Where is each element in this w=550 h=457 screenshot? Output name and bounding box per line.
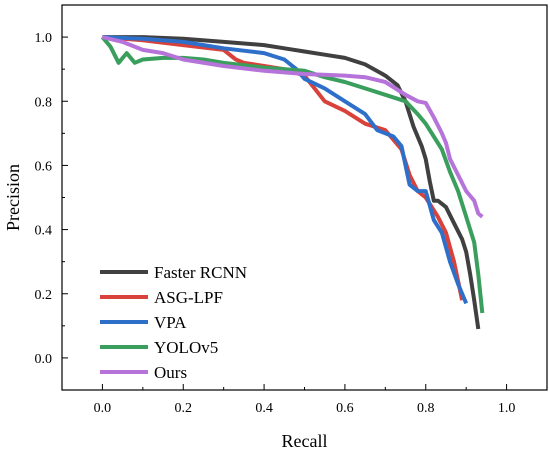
y-axis-title: Precision xyxy=(3,164,23,231)
x-tick-label: 0.0 xyxy=(94,401,112,416)
series-line-yolov5 xyxy=(100,35,485,314)
series-line-vpa xyxy=(102,35,469,305)
legend-label-yolov5: YOLOv5 xyxy=(154,338,218,357)
y-tick-label: 0.4 xyxy=(35,224,53,239)
y-tick-label: 0.8 xyxy=(35,95,53,110)
series-line-asg-lpf xyxy=(102,35,465,301)
x-tick-label: 0.8 xyxy=(417,401,435,416)
y-tick-label: 0.6 xyxy=(35,159,53,174)
series-line-ours xyxy=(101,35,484,219)
legend-label-faster-rcnn: Faster RCNN xyxy=(154,263,247,282)
legend-label-asg-lpf: ASG-LPF xyxy=(154,288,223,307)
y-tick-label: 1.0 xyxy=(35,31,53,46)
y-tick-label: 0.2 xyxy=(35,288,53,303)
legend-label-ours: Ours xyxy=(154,363,187,382)
x-tick-label: 0.6 xyxy=(336,401,354,416)
axis-tick-labels: 0.0 0.2 0.4 0.6 0.8 1.0 0.0 0.2 0.4 0.6 0.8 1.0 xyxy=(35,31,516,416)
series-lines xyxy=(100,35,485,330)
x-axis-title: Recall xyxy=(282,431,328,451)
x-tick-label: 0.2 xyxy=(175,401,193,416)
legend-label-vpa: VPA xyxy=(154,313,187,332)
series-line-faster-rcnn xyxy=(102,35,481,330)
y-tick-label: 0.0 xyxy=(35,352,53,367)
legend: Faster RCNN ASG-LPF VPA YOLOv5 Ours xyxy=(100,263,247,382)
x-tick-label: 0.4 xyxy=(255,401,273,416)
x-tick-label: 1.0 xyxy=(498,401,516,416)
axis-ticks xyxy=(62,36,508,390)
